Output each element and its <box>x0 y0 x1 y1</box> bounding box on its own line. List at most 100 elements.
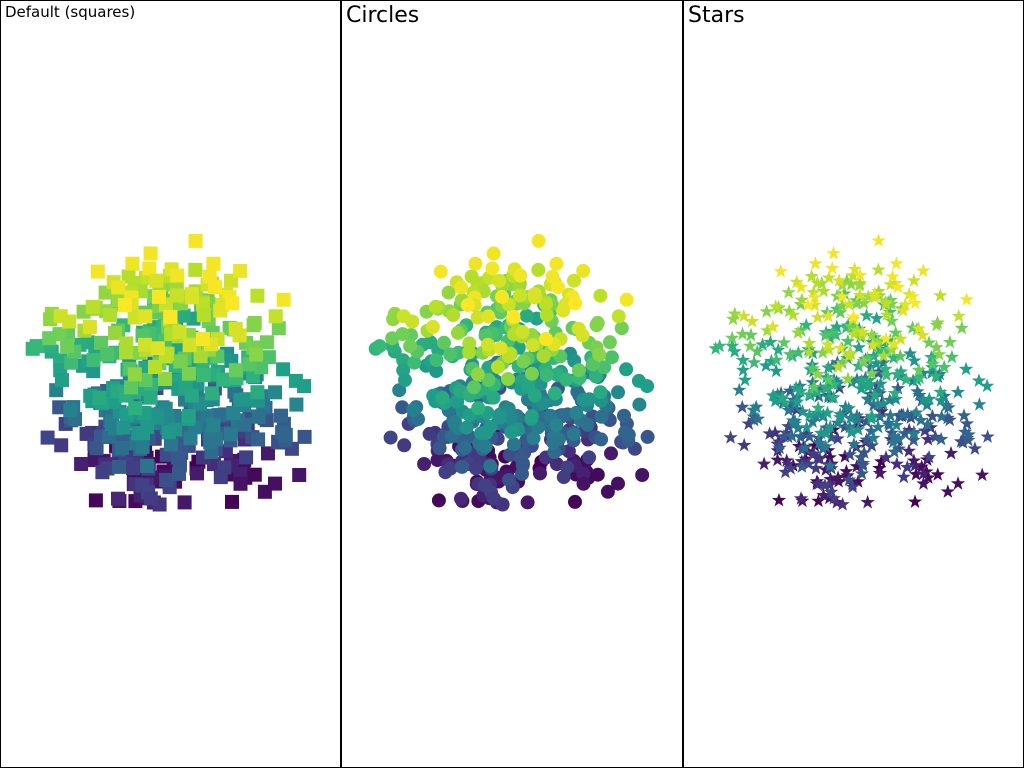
point-marker <box>878 450 894 464</box>
point-marker <box>903 346 918 360</box>
point-marker <box>828 327 843 342</box>
point-marker <box>111 280 126 295</box>
point-marker <box>839 320 854 334</box>
viewport-stars[interactable]: Stars <box>683 0 1024 768</box>
point-marker <box>766 388 781 402</box>
point-marker <box>807 290 822 304</box>
point-marker <box>515 325 530 339</box>
point-marker <box>137 337 152 352</box>
point-marker <box>54 438 69 453</box>
point-marker <box>929 340 944 354</box>
point-marker <box>921 335 937 349</box>
point-marker <box>161 425 176 440</box>
point-marker <box>185 290 199 305</box>
point-marker <box>259 335 274 350</box>
point-marker <box>850 412 865 427</box>
point-marker <box>126 461 140 476</box>
point-marker <box>150 341 165 356</box>
point-marker <box>593 385 608 400</box>
point-marker <box>480 337 495 352</box>
point-marker <box>62 314 77 329</box>
point-marker <box>843 319 859 333</box>
point-marker <box>878 361 893 376</box>
point-marker <box>735 326 750 341</box>
point-marker <box>914 459 929 473</box>
point-marker <box>833 305 848 319</box>
point-marker <box>971 373 987 387</box>
point-marker <box>425 319 440 334</box>
point-marker <box>741 416 756 430</box>
point-marker <box>55 373 69 388</box>
point-marker <box>237 417 252 432</box>
point-marker <box>486 246 501 261</box>
point-marker <box>506 437 521 452</box>
point-marker <box>919 464 934 478</box>
point-marker <box>907 353 922 367</box>
point-marker <box>799 420 814 434</box>
point-marker <box>594 409 609 424</box>
point-marker <box>138 373 153 387</box>
point-marker <box>820 305 835 319</box>
point-marker <box>525 338 540 353</box>
point-marker <box>451 325 465 340</box>
point-marker <box>759 304 774 318</box>
point-marker <box>576 476 591 491</box>
point-marker <box>937 388 952 403</box>
point-marker <box>781 402 796 417</box>
point-marker <box>528 290 542 305</box>
point-marker <box>864 408 879 423</box>
point-marker <box>531 233 546 248</box>
point-marker <box>531 262 546 277</box>
point-marker <box>539 368 554 383</box>
point-marker <box>95 465 110 480</box>
point-marker <box>195 297 210 312</box>
point-marker <box>725 338 740 353</box>
point-marker <box>471 401 486 416</box>
point-marker <box>916 466 931 480</box>
point-marker <box>829 301 844 316</box>
point-marker <box>790 394 805 408</box>
point-marker <box>621 427 636 442</box>
point-marker <box>405 314 420 329</box>
point-marker <box>896 407 911 422</box>
point-marker <box>860 392 876 406</box>
point-marker <box>929 317 944 332</box>
point-marker <box>859 414 874 428</box>
viewport-circles[interactable]: Circles <box>341 0 683 768</box>
point-marker <box>441 285 456 300</box>
point-marker <box>559 372 574 387</box>
point-marker <box>819 381 834 395</box>
point-marker <box>845 268 861 282</box>
point-marker <box>870 396 886 411</box>
point-marker <box>446 308 461 322</box>
point-marker <box>871 365 886 380</box>
point-marker <box>890 381 906 395</box>
point-marker <box>213 303 228 318</box>
point-marker <box>954 320 969 335</box>
point-marker <box>640 379 655 394</box>
point-marker <box>872 465 888 480</box>
point-marker <box>406 403 421 418</box>
point-marker <box>781 285 796 299</box>
point-marker <box>842 419 857 434</box>
point-marker <box>943 445 959 460</box>
point-marker <box>454 491 468 506</box>
point-marker <box>640 429 655 444</box>
point-marker <box>837 286 852 300</box>
point-marker <box>736 308 751 323</box>
point-marker <box>184 388 199 403</box>
point-marker <box>784 428 800 443</box>
point-marker <box>250 385 265 400</box>
point-marker <box>768 299 783 313</box>
point-marker <box>852 278 867 292</box>
viewport-squares[interactable]: Default (squares) <box>0 0 341 768</box>
point-marker <box>886 429 901 443</box>
point-marker <box>878 296 893 311</box>
point-marker <box>887 385 902 400</box>
point-marker <box>908 458 923 472</box>
point-marker <box>921 470 936 484</box>
point-marker <box>755 337 770 351</box>
point-marker <box>593 288 608 303</box>
point-marker <box>170 268 185 283</box>
point-marker <box>158 372 172 386</box>
